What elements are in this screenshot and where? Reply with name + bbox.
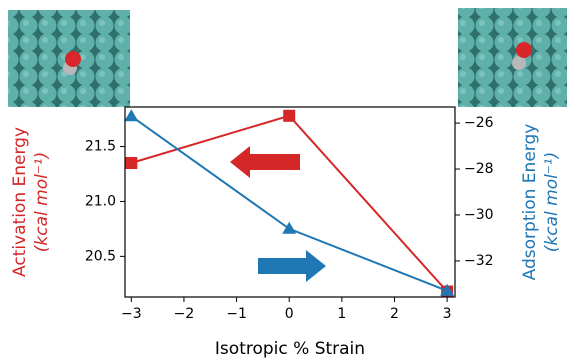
x-tick-label: −2 <box>174 306 195 322</box>
y-tick-label: 21.5 <box>85 139 116 155</box>
marker <box>125 157 137 169</box>
marker <box>282 222 296 234</box>
x-tick-label: −3 <box>121 306 142 322</box>
marker <box>124 109 138 121</box>
x-tick-label: 3 <box>443 306 452 322</box>
arrow-right <box>258 250 326 282</box>
y2-axis-label: Adsorption Energy <box>520 124 540 281</box>
x-axis-label: Isotropic % Strain <box>215 339 365 359</box>
y2-axis-label-group: Adsorption Energy (kcal mol⁻¹) <box>520 124 562 281</box>
y2-tick-label: −30 <box>464 207 494 223</box>
y2-tick-label: −28 <box>464 161 494 177</box>
y-tick-label: 21.0 <box>85 193 116 209</box>
surface-image-right <box>458 8 567 107</box>
y2-tick-label: −26 <box>464 115 494 131</box>
y-tick-label: 20.5 <box>85 248 116 264</box>
x-tick-label: 0 <box>285 306 294 322</box>
marker <box>283 110 295 122</box>
y-axis-label: Activation Energy <box>10 127 30 277</box>
chart: −3 −2 −1 0 1 2 3 20.5 21.0 21.5 −32 −30 −28 −26 Isotr… <box>0 0 569 359</box>
y-axis-unit: (kcal mol⁻¹) <box>32 152 52 252</box>
x-tick-label: 1 <box>337 306 346 322</box>
y2-tick-label: −32 <box>464 253 494 269</box>
y2-axis-unit: (kcal mol⁻¹) <box>542 152 562 252</box>
x-tick-label: 2 <box>390 306 399 322</box>
arrow-left <box>230 146 300 178</box>
surface-image-left <box>8 10 130 107</box>
plot-area: −3 −2 −1 0 1 2 3 20.5 21.0 21.5 −32 −30 −28 −26 <box>85 109 494 322</box>
y-axis-label-group: Activation Energy (kcal mol⁻¹) <box>10 127 52 277</box>
x-tick-label: −1 <box>226 306 247 322</box>
